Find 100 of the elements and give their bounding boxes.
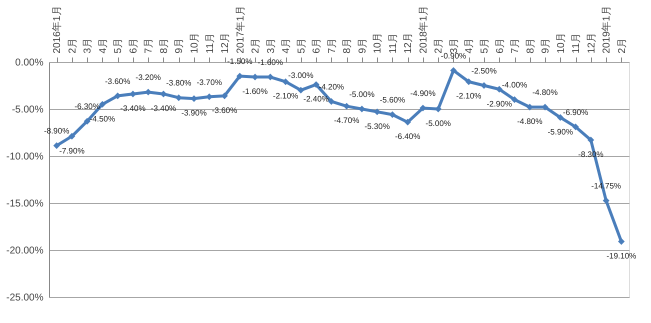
data-label: -5.30%	[364, 122, 390, 131]
point	[130, 90, 136, 98]
y-tick-label: -5.00%	[12, 104, 44, 116]
point	[450, 67, 457, 74]
x-tick-label: 10月	[372, 32, 384, 54]
x-tick-label: 6月	[494, 38, 506, 54]
x-tick-label: 2016年1月	[51, 6, 64, 54]
x-tick-label: 8月	[525, 38, 536, 54]
x-tick-label: 10月	[556, 32, 567, 54]
data-label: -2.50%	[471, 66, 497, 76]
point	[420, 104, 426, 112]
x-tick-label: 5月	[480, 38, 490, 54]
data-label: -3.60%	[105, 76, 130, 86]
x-tick-label: 6月	[128, 38, 140, 54]
data-label: -2.10%	[272, 92, 298, 101]
data-label: -0.90%	[440, 51, 466, 60]
x-tick-label: 11月	[571, 33, 582, 54]
x-tick-label: 2月	[616, 38, 628, 54]
point	[99, 100, 106, 108]
x-tick-label: 6月	[312, 38, 323, 54]
data-label: -5.90%	[548, 127, 573, 136]
data-label: -3.90%	[181, 108, 207, 118]
point	[465, 78, 472, 86]
x-tick-label: 2018年1月	[417, 6, 430, 54]
x-tick-label: 11月	[388, 33, 399, 54]
x-tick-label: 3月	[266, 38, 277, 54]
point	[496, 86, 503, 93]
x-tick-label: 2019年1月	[600, 6, 613, 54]
x-tick-label: 3月	[82, 38, 94, 54]
point	[404, 118, 412, 126]
point	[328, 98, 335, 105]
point	[160, 90, 167, 98]
point	[358, 106, 366, 112]
data-label: -5.00%	[426, 119, 451, 128]
x-tick-label: 8月	[158, 38, 170, 54]
point	[84, 118, 91, 125]
data-label: -7.90%	[59, 146, 85, 156]
x-tick-label: 2月	[67, 38, 78, 54]
x-tick-label: 5月	[296, 38, 308, 54]
y-tick-label: -25.00%	[6, 292, 44, 304]
x-tick-label: 3月	[448, 38, 460, 54]
x-tick-label: 4月	[98, 38, 109, 54]
x-tick-label: 4月	[464, 38, 476, 54]
data-label: -4.70%	[334, 116, 360, 126]
x-tick-label: 7月	[510, 38, 522, 54]
x-tick-label: 7月	[326, 38, 338, 54]
data-label: -3.80%	[166, 78, 192, 88]
point	[282, 78, 289, 86]
data-label: -19.10%	[606, 252, 636, 261]
data-label: -4.80%	[517, 117, 542, 126]
x-tick-label: 10月	[190, 32, 200, 54]
point	[312, 81, 320, 88]
data-label: -3.40%	[120, 104, 146, 113]
x-tick-label: 2月	[250, 38, 262, 54]
point	[572, 124, 579, 130]
point	[480, 82, 488, 89]
data-label: -3.70%	[196, 78, 222, 87]
point	[618, 238, 625, 245]
point	[602, 197, 610, 204]
data-label: -4.80%	[532, 88, 558, 98]
x-tick-label: 4月	[281, 38, 292, 54]
x-tick-label: 8月	[342, 38, 354, 54]
data-label: -2.90%	[486, 99, 512, 108]
point	[53, 142, 60, 150]
data-label: -4.50%	[90, 114, 116, 124]
point	[389, 111, 396, 118]
x-tick-label: 11月	[204, 33, 216, 54]
data-label: -3.40%	[150, 104, 176, 113]
data-label: -1.60%	[242, 87, 268, 96]
point	[297, 86, 304, 94]
y-tick-label: 0.00%	[15, 58, 44, 68]
data-label: -2.10%	[456, 92, 482, 101]
data-label: -1.60%	[258, 58, 283, 68]
data-label: -2.40%	[303, 94, 329, 104]
data-label: -4.90%	[410, 89, 436, 98]
y-tick-label: -15.00%	[6, 198, 44, 210]
y-tick-label: -10.00%	[6, 152, 44, 162]
data-label: -5.60%	[380, 96, 406, 105]
point	[68, 132, 76, 140]
x-tick-label: 2017年1月	[234, 6, 246, 54]
x-tick-label: 9月	[357, 38, 368, 54]
x-tick-label: 12月	[586, 32, 598, 54]
data-label: -5.00%	[349, 90, 375, 99]
data-label: -3.00%	[288, 71, 314, 80]
data-label: -4.00%	[502, 80, 528, 90]
data-label: -6.40%	[395, 132, 420, 142]
point	[556, 114, 564, 121]
point	[511, 96, 518, 103]
x-tick-label: 2月	[434, 38, 445, 54]
data-label: -6.30%	[74, 102, 100, 112]
y-tick-label: -20.00%	[6, 246, 44, 256]
x-tick-label: 12月	[220, 32, 232, 54]
x-tick-label: 12月	[403, 32, 414, 54]
data-label: -3.20%	[136, 73, 161, 82]
data-label: -4.20%	[318, 82, 344, 92]
point	[343, 102, 350, 110]
x-tick-label: 7月	[144, 38, 155, 54]
x-tick-label: 5月	[113, 38, 124, 54]
data-label: -3.60%	[212, 106, 238, 115]
x-tick-label: 9月	[174, 38, 186, 54]
